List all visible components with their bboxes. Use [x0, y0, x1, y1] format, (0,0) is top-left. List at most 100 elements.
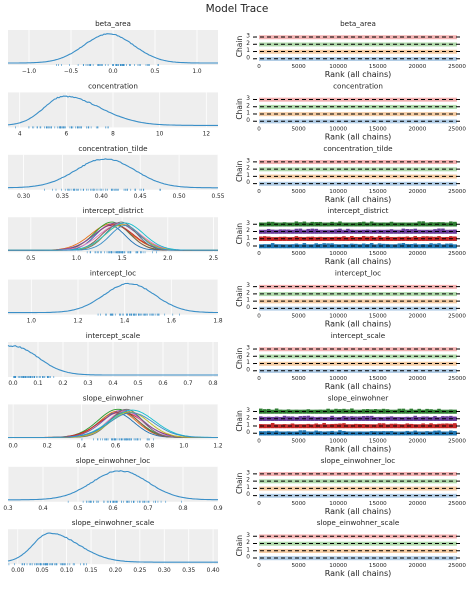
rank-xtick-label: 0 [257, 438, 261, 444]
kde-tick-label: 2.0 [163, 256, 173, 262]
kde-tick-label: −0.5 [64, 69, 78, 75]
kde-tick-label: 0.2 [58, 381, 68, 387]
kde-tick-label: 0.35 [56, 194, 69, 200]
rank-bar [397, 417, 402, 421]
kde-title-slope_einwohner_scale: slope_einwohner_scale [72, 518, 155, 527]
rank-bar [334, 408, 338, 414]
rank-bar [334, 432, 338, 436]
rank-bar [417, 431, 421, 436]
kde-tick-label: 12 [203, 131, 211, 137]
rank-bar [409, 408, 414, 414]
rank-bar [361, 229, 366, 234]
rank-bar [381, 230, 386, 234]
rank-bar [350, 432, 354, 436]
rank-bar [274, 237, 279, 241]
kde-tick-label: 8 [111, 131, 115, 137]
rank-xtick-label: 10000 [329, 64, 347, 70]
rank-xtick-label: 0 [257, 126, 261, 132]
kde-tick-label: 0.4 [38, 506, 48, 512]
rank-bar [326, 222, 330, 227]
rank-bar [354, 416, 358, 421]
rank-bar [417, 408, 421, 414]
rank-bar [453, 236, 457, 241]
rank-bar [369, 230, 374, 234]
rank-bar [389, 416, 394, 421]
rank-xtick-label: 10000 [329, 438, 347, 444]
rank-ylabel: Chain [235, 535, 244, 557]
rank-bar [298, 410, 303, 414]
rank-bar [453, 229, 457, 234]
rank-ytick-label: 1 [246, 298, 250, 304]
kde-tick-label: 0.35 [182, 568, 195, 574]
rank-ylabel: Chain [235, 98, 244, 120]
rank-title-slope_einwohner: slope_einwohner [328, 393, 389, 402]
rank-xtick-label: 15000 [369, 189, 387, 195]
kde-tick-label: 0.30 [158, 568, 171, 574]
rank-bar [381, 222, 386, 227]
rank-bar [417, 424, 421, 429]
kde-title-beta_area: beta_area [95, 19, 131, 28]
rank-xtick-label: 0 [257, 189, 261, 195]
rank-bar [381, 431, 386, 436]
rank-bar [270, 417, 275, 421]
rank-bar [298, 430, 303, 436]
rank-xtick-label: 5000 [291, 376, 306, 382]
rank-xtick-label: 15000 [369, 501, 387, 507]
rank-ylabel: Chain [235, 348, 244, 370]
kde-tick-label: 0.0 [108, 69, 118, 75]
kde-tick-label: 4 [18, 131, 22, 137]
kde-plot-area [8, 529, 218, 565]
rank-bar [453, 409, 457, 414]
rank-bar [397, 230, 402, 234]
rank-bar [334, 236, 338, 241]
rank-bar [306, 409, 311, 414]
rank-bar [290, 416, 295, 421]
rank-bar [417, 244, 421, 249]
rank-xtick-label: 10000 [329, 189, 347, 195]
rank-xtick-label: 0 [257, 501, 261, 507]
rank-ytick-label: 1 [246, 547, 250, 553]
panel-slope_einwohner: slope_einwohner 0.0 0.2 0.4 0.6 0.8 1.0 1.2 slop… [8, 393, 466, 453]
kde-tick-label: 0.15 [85, 568, 98, 574]
rank-xtick-label: 10000 [329, 563, 347, 569]
rank-xtick-label: 25000 [448, 126, 466, 132]
rank-xtick-label: 15000 [369, 314, 387, 320]
kde-tick-label: 0.4 [108, 381, 118, 387]
rank-bar [445, 416, 449, 421]
rank-ytick-label: 0 [246, 180, 250, 186]
rank-ytick-label: 3 [246, 221, 250, 227]
kde-tick-label: 0.10 [60, 568, 73, 574]
rank-bar [290, 410, 295, 414]
rank-bar [425, 424, 429, 429]
rank-bar [270, 221, 275, 227]
rank-ylabel: Chain [235, 472, 244, 494]
rank-bar [278, 229, 283, 234]
rank-bar [453, 430, 457, 436]
rank-bar [342, 223, 346, 227]
rank-bar [429, 230, 433, 234]
rank-bar [417, 229, 421, 234]
kde-series-line-11 [8, 225, 218, 251]
kde-tick-label: 0.55 [212, 194, 225, 200]
kde-series-line-1 [8, 33, 218, 64]
panels-group: beta_area−1.0 −0.5 0.0 0.5 1.0beta_area0123C… [3, 19, 466, 578]
kde-series-line-11 [8, 412, 218, 438]
kde-tick-label: 0.4 [77, 443, 87, 449]
rank-bar [334, 222, 338, 227]
rank-xtick-label: 20000 [409, 376, 427, 382]
rank-title-slope_einwohner_scale: slope_einwohner_scale [317, 518, 400, 527]
rank-bar [437, 418, 441, 421]
rank-ylabel: Chain [235, 160, 244, 182]
rank-ylabel: Chain [235, 36, 244, 58]
rank-ylabel: Chain [235, 285, 244, 307]
kde-tick-label: 0.50 [173, 194, 186, 200]
rank-bar [369, 409, 374, 414]
rank-xtick-label: 5000 [291, 189, 306, 195]
rank-bar [445, 236, 449, 241]
kde-series-line-1 [7, 158, 218, 189]
rank-bar [286, 245, 291, 249]
rank-bar [409, 417, 414, 421]
rank-xtick-label: 25000 [448, 501, 466, 507]
rank-bar [409, 229, 414, 234]
panel-slope_einwohner_loc: slope_einwohner_loc 0.3 0.4 0.5 0.6 0.7 0.8 0.9… [3, 456, 466, 516]
